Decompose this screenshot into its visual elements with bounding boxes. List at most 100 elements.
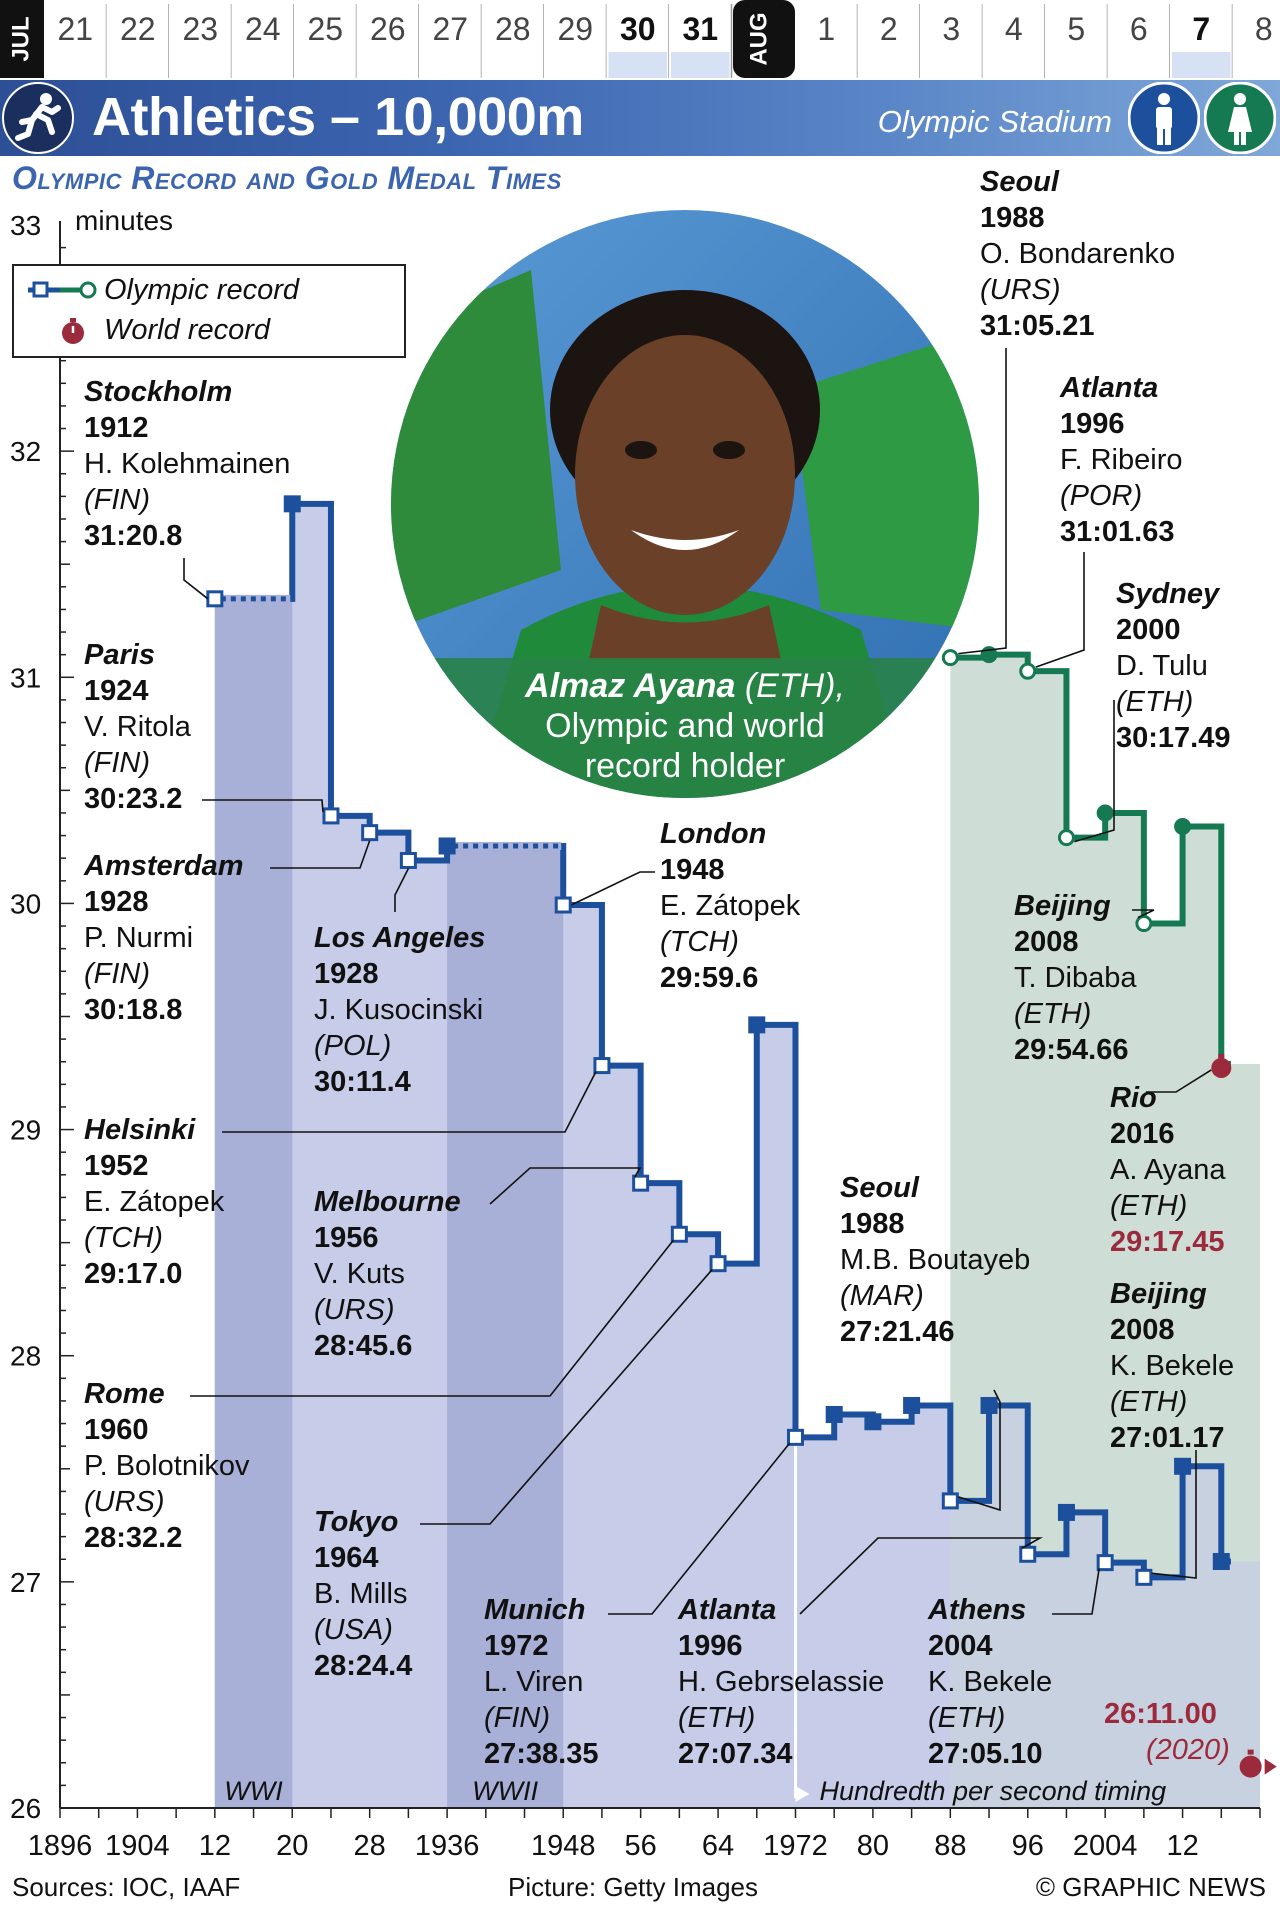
day-label: 27: [432, 11, 468, 47]
annotation-city: Rome: [84, 1378, 165, 1410]
day-label: 26: [370, 11, 406, 47]
day-label: 23: [182, 11, 218, 47]
legend-world-record: World record: [104, 314, 270, 346]
runner-icon: [2, 82, 74, 154]
annotation-country: (TCH): [660, 926, 739, 958]
day-label: 28: [495, 11, 531, 47]
caption-line-3: record holder: [584, 747, 786, 785]
y-tick-label: 27: [10, 1567, 41, 1598]
annotation-city: Tokyo: [314, 1506, 399, 1538]
month-tab-aug: [733, 0, 795, 78]
annotation-city: Seoul: [840, 1172, 919, 1204]
annotation-city: Rio: [1110, 1082, 1157, 1114]
leader-line: [420, 1269, 713, 1525]
annotation-seoul-men: Seoul 1988 M.B. Boutayeb (MAR) 27:21.46: [840, 1170, 1030, 1350]
day-cell: [481, 0, 544, 78]
caption-line-2: Olympic and world: [545, 707, 825, 745]
x-tick-label: 1972: [763, 1830, 828, 1862]
x-tick-label: 12: [1166, 1830, 1198, 1862]
annotation-city: London: [660, 818, 767, 850]
men-point: [1174, 1457, 1192, 1475]
leader-line: [190, 1239, 674, 1397]
annotation-country: (ETH): [678, 1702, 756, 1734]
annotation-country: (URS): [314, 1294, 395, 1326]
annotation-time: 27:05.10: [928, 1738, 1043, 1770]
world-record-marker: [1211, 1057, 1232, 1078]
men-point: [825, 1406, 843, 1424]
men-point: [438, 837, 456, 855]
month-label-aug: AUG: [745, 12, 772, 65]
annotation-country: (URS): [980, 274, 1061, 306]
men-point: [903, 1396, 921, 1414]
annotation-year: 1964: [314, 1542, 379, 1574]
leader-line: [394, 868, 410, 912]
banner-background: [0, 80, 1280, 156]
day-cell: [106, 0, 169, 78]
war-band: [447, 845, 564, 1808]
world-record-marker-cap: [1218, 1053, 1225, 1059]
annotation-year: 1928: [84, 886, 149, 918]
timing-arrow: [795, 1786, 810, 1802]
picture-credit: Picture: Getty Images: [508, 1872, 758, 1902]
sources-credit: Sources: IOC, IAAF: [12, 1872, 241, 1902]
men-point: [1212, 1553, 1230, 1571]
day-label: 22: [120, 11, 156, 47]
x-tick-label: 64: [702, 1830, 734, 1862]
leader-line: [270, 840, 371, 869]
leader-line: [1035, 552, 1085, 668]
leader-line: [222, 1071, 597, 1133]
annotation-athlete: D. Tulu: [1116, 650, 1208, 682]
annotation-time: 28:45.6: [314, 1330, 413, 1362]
caption-backdrop: [391, 658, 979, 798]
men-point: [1019, 1545, 1037, 1563]
annotation-athlete: L. Viren: [484, 1666, 584, 1698]
men-point: [980, 1396, 998, 1414]
annotation-athlete: O. Bondarenko: [980, 238, 1176, 270]
x-tick-label: 1896: [28, 1830, 93, 1862]
annotation-athlete: P. Nurmi: [84, 922, 194, 954]
annotation-country: (USA): [314, 1614, 393, 1646]
annotation-year: 2008: [1110, 1314, 1175, 1346]
day-cell: [982, 0, 1045, 78]
annotation-losangeles: Los Angeles 1928 J. Kusocinski (POL) 30:…: [314, 920, 485, 1100]
annotation-seoul-women: Seoul 1988 O. Bondarenko (URS) 31:05.21: [980, 164, 1175, 344]
day-cell: [169, 0, 232, 78]
x-tick-label: 88: [934, 1830, 966, 1862]
caption-country: (ETH),: [744, 667, 845, 705]
annotation-year: 1912: [84, 412, 149, 444]
annotation-country: (ETH): [1116, 686, 1194, 718]
day-label: 5: [1067, 11, 1085, 47]
leader-line: [183, 558, 209, 600]
annotation-year: 2008: [1014, 926, 1079, 958]
annotation-time: 31:05.21: [980, 310, 1095, 342]
y-tick-label: 30: [10, 888, 41, 919]
annotation-city: Paris: [84, 639, 155, 671]
men-point: [1057, 1503, 1075, 1521]
annotation-munich: Munich 1972 L. Viren (FIN) 27:38.35: [484, 1592, 599, 1772]
day-cell: [356, 0, 419, 78]
day-label: 3: [942, 11, 960, 47]
day-cell: [544, 0, 607, 78]
x-tick-label: 80: [857, 1830, 889, 1862]
men-point: [361, 824, 379, 842]
annotation-rome: Rome 1960 P. Bolotnikov (URS) 28:32.2: [84, 1376, 250, 1556]
annotation-time: 29:17.0: [84, 1258, 183, 1290]
annotation-time: 31:01.63: [1060, 516, 1175, 548]
x-tick-label: 96: [1012, 1830, 1044, 1862]
annotation-athlete: M.B. Boutayeb: [840, 1244, 1031, 1276]
men-point: [322, 807, 340, 825]
leader-line: [1146, 1069, 1212, 1093]
y-axis-unit: minutes: [75, 205, 174, 236]
annotation-time: 27:01.17: [1110, 1422, 1225, 1454]
leader-line: [958, 348, 1007, 655]
x-tick-label: 1904: [105, 1830, 170, 1862]
athlete-photo: Almaz Ayana (ETH), Olympic and world rec…: [391, 210, 979, 798]
olympic-record-swatch: [28, 281, 97, 299]
annotation-stockholm: Stockholm 1912 H. Kolehmainen (FIN) 31:2…: [84, 374, 290, 554]
stopwatch-icon: [62, 318, 84, 344]
annotation-athlete: A. Ayana: [1110, 1154, 1226, 1186]
women-point: [1135, 915, 1153, 933]
men-point: [1135, 1568, 1153, 1586]
legend: Olympic record World record: [12, 264, 406, 358]
y-tick-label: 31: [10, 662, 41, 693]
